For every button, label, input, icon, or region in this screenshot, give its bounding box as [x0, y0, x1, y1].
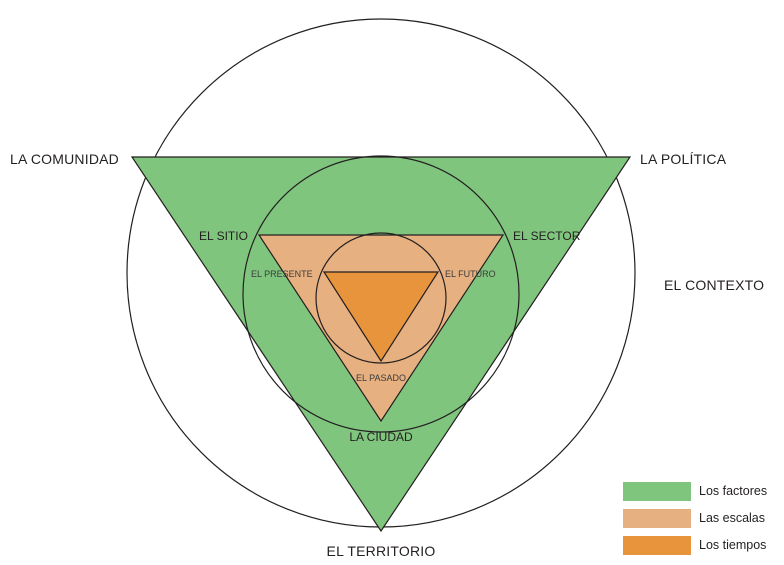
- label-contexto: EL CONTEXTO: [664, 277, 764, 293]
- legend-item-tiempos: Los tiempos: [623, 535, 767, 555]
- label-sitio: EL SITIO: [199, 229, 248, 243]
- label-futuro: EL FUTURO: [445, 269, 496, 279]
- legend: Los factores Las escalas Los tiempos: [623, 481, 767, 562]
- tiempos-triangle: [322, 271, 440, 363]
- middle-circle: [242, 155, 520, 433]
- label-presente: EL PRESENTE: [251, 269, 313, 279]
- legend-item-escalas: Las escalas: [623, 508, 767, 528]
- legend-label-escalas: Las escalas: [699, 511, 766, 525]
- legend-item-factores: Los factores: [623, 481, 767, 501]
- legend-swatch-factores: [623, 481, 691, 501]
- label-comunidad: LA COMUNIDAD: [10, 151, 119, 167]
- label-pasado: EL PASADO: [356, 373, 406, 383]
- inner-circle: [315, 232, 447, 364]
- label-sector: EL SECTOR: [513, 229, 581, 243]
- label-politica: LA POLÍTICA: [640, 151, 727, 167]
- legend-label-tiempos: Los tiempos: [699, 538, 767, 552]
- label-ciudad: LA CIUDAD: [349, 430, 413, 444]
- legend-swatch-tiempos: [623, 535, 691, 555]
- label-territorio: EL TERRITORIO: [327, 543, 436, 559]
- legend-label-factores: Los factores: [699, 484, 768, 498]
- legend-swatch-escalas: [623, 508, 691, 528]
